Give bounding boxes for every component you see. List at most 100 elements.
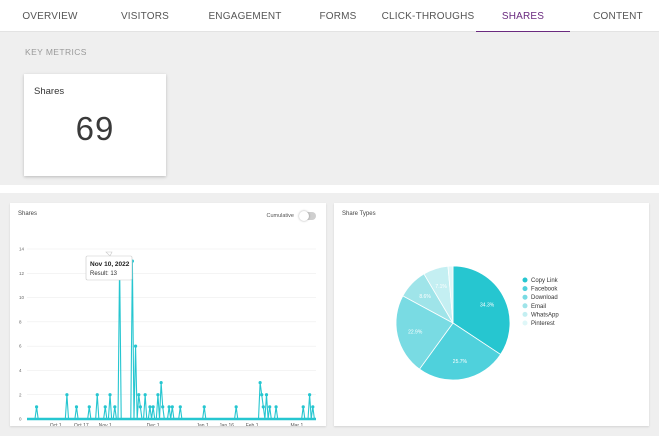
x-tick-label: Feb 1: [246, 423, 259, 426]
y-tick-label: 0: [19, 417, 22, 422]
data-point: [95, 393, 99, 397]
tab-label: CLICK-THROUGHS: [381, 11, 475, 22]
legend-label: Download: [531, 295, 558, 301]
y-tick-label: 4: [19, 368, 22, 373]
legend-label: Facebook: [531, 287, 558, 293]
x-tick-label: Dec 1: [147, 423, 160, 426]
tooltip-pointer: [105, 251, 113, 257]
data-point: [234, 405, 238, 409]
tab-label: FORMS: [319, 11, 357, 22]
shares-kpi-card: Shares 69: [24, 74, 166, 176]
x-tick-label: Nov 1: [99, 423, 112, 426]
tooltip-result: Result: 13: [90, 271, 118, 277]
tab-engagement[interactable]: ENGAGEMENT: [197, 0, 293, 32]
data-point: [260, 393, 264, 397]
shares-series: [27, 260, 316, 421]
data-point: [103, 405, 107, 409]
data-point: [87, 405, 91, 409]
shares-chart-title: Shares: [18, 211, 38, 217]
tab-click-throughs[interactable]: CLICK-THROUGHS: [378, 0, 478, 32]
cumulative-toggle[interactable]: [299, 211, 316, 221]
y-tick-label: 14: [19, 247, 25, 252]
share-types-pie-chart: 34.3% 25.7% 22.9% 8.6% 7.1% Copy Link Faceboo…: [395, 265, 559, 381]
data-point: [202, 405, 206, 409]
data-point: [268, 405, 272, 409]
data-point: [264, 393, 269, 397]
pie-value-label: 8.6%: [419, 294, 431, 300]
y-tick-label: 12: [19, 271, 25, 276]
pie-slice-pinterest: [447, 265, 454, 324]
data-point: [143, 393, 147, 397]
charts-section: Shares Cumulative 0 2 4 6 8 10 12 14 Oct 1 Oct 1…: [0, 193, 659, 436]
y-tick-label: 2: [19, 392, 22, 397]
data-point: [261, 405, 265, 409]
tab-visitors[interactable]: VISITORS: [105, 0, 185, 32]
legend-swatch: [522, 303, 528, 309]
tab-label: CONTENT: [593, 11, 643, 22]
toggle-knob: [299, 211, 309, 221]
key-metrics-section: KEY METRICS Shares 69: [0, 32, 659, 185]
pie-value-label: 34.3%: [480, 302, 495, 308]
data-point: [34, 405, 39, 409]
tab-label: SHARES: [501, 11, 545, 22]
y-tick-label: 10: [19, 295, 25, 300]
tab-label: ENGAGEMENT: [208, 11, 282, 22]
data-point: [65, 393, 69, 397]
data-point: [311, 405, 315, 409]
pie-value-label: 22.9%: [408, 329, 423, 335]
data-point: [308, 393, 312, 397]
chart-tooltip: Nov 10, 2022 Result: 13: [85, 251, 133, 281]
cumulative-label: Cumulative: [266, 213, 294, 219]
legend-label: Copy Link: [531, 278, 559, 284]
tab-label: OVERVIEW: [22, 11, 78, 22]
data-point: [74, 405, 79, 409]
legend-label: WhatsApp: [531, 312, 559, 318]
legend-label: Pinterest: [531, 321, 555, 327]
data-point: [137, 393, 141, 397]
shares-chart-panel: Shares Cumulative 0 2 4 6 8 10 12 14 Oct 1 Oct 1…: [10, 203, 326, 426]
data-point: [151, 405, 155, 409]
tab-shares[interactable]: SHARES: [476, 0, 570, 33]
pie-legend: Copy Link Facebook Download Email WhatsApp Pi…: [522, 277, 559, 327]
tab-overview[interactable]: OVERVIEW: [10, 0, 90, 32]
x-tick-label: Oct 17: [74, 423, 89, 426]
data-point: [159, 380, 163, 385]
legend-swatch: [522, 311, 528, 317]
y-axis-ticks: 0 2 4 6 8 10 12 14: [19, 247, 25, 422]
shares-points: [34, 259, 315, 409]
data-point: [156, 393, 160, 397]
tab-label: VISITORS: [120, 11, 170, 22]
share-types-panel: Share Types 34.3% 25.7% 22.9% 8.6% 7.1% Copy…: [334, 203, 649, 426]
pie-value-labels: 34.3% 25.7% 22.9% 8.6% 7.1%: [408, 284, 495, 365]
share-types-title: Share Types: [342, 211, 376, 217]
legend-label: Email: [531, 304, 546, 310]
data-point: [301, 405, 305, 409]
data-point: [167, 405, 171, 409]
kpi-value: 69: [75, 110, 115, 147]
y-tick-label: 6: [19, 344, 22, 349]
data-point: [113, 405, 117, 409]
shares-line-chart: 0 2 4 6 8 10 12 14 Oct 1 Oct 17 Nov 1 Dec 1 Jan 1 Ja…: [19, 247, 316, 426]
report-tab-bar: OVERVIEW VISITORS ENGAGEMENT FORMS CLICK…: [0, 0, 659, 33]
tooltip-date: Nov 10, 2022: [90, 261, 130, 268]
legend-swatch: [522, 286, 528, 292]
x-axis-ticks: Oct 1 Oct 17 Nov 1 Dec 1 Jan 1 Jan 16 Feb 1 Mar…: [50, 423, 304, 426]
tab-content[interactable]: CONTENT: [580, 0, 656, 32]
x-tick-label: Mar 1: [290, 423, 303, 426]
y-tick-label: 8: [19, 319, 22, 324]
key-metrics-label: KEY METRICS: [25, 47, 87, 57]
data-point: [108, 393, 112, 397]
data-point: [178, 405, 182, 409]
pie-slice-facebook: [418, 322, 502, 381]
shares-series-line: [27, 260, 316, 420]
chart-gridlines: [27, 248, 316, 420]
legend-swatch: [522, 320, 528, 326]
pie-value-label: 25.7%: [453, 359, 468, 365]
pie-slice-download: [395, 295, 454, 370]
pie-slices: [395, 265, 511, 381]
tab-forms[interactable]: FORMS: [303, 0, 373, 32]
pie-value-label: 7.1%: [435, 284, 447, 290]
x-tick-label: Jan 16: [219, 423, 234, 426]
x-tick-label: Oct 1: [50, 423, 62, 426]
data-point: [148, 405, 152, 409]
